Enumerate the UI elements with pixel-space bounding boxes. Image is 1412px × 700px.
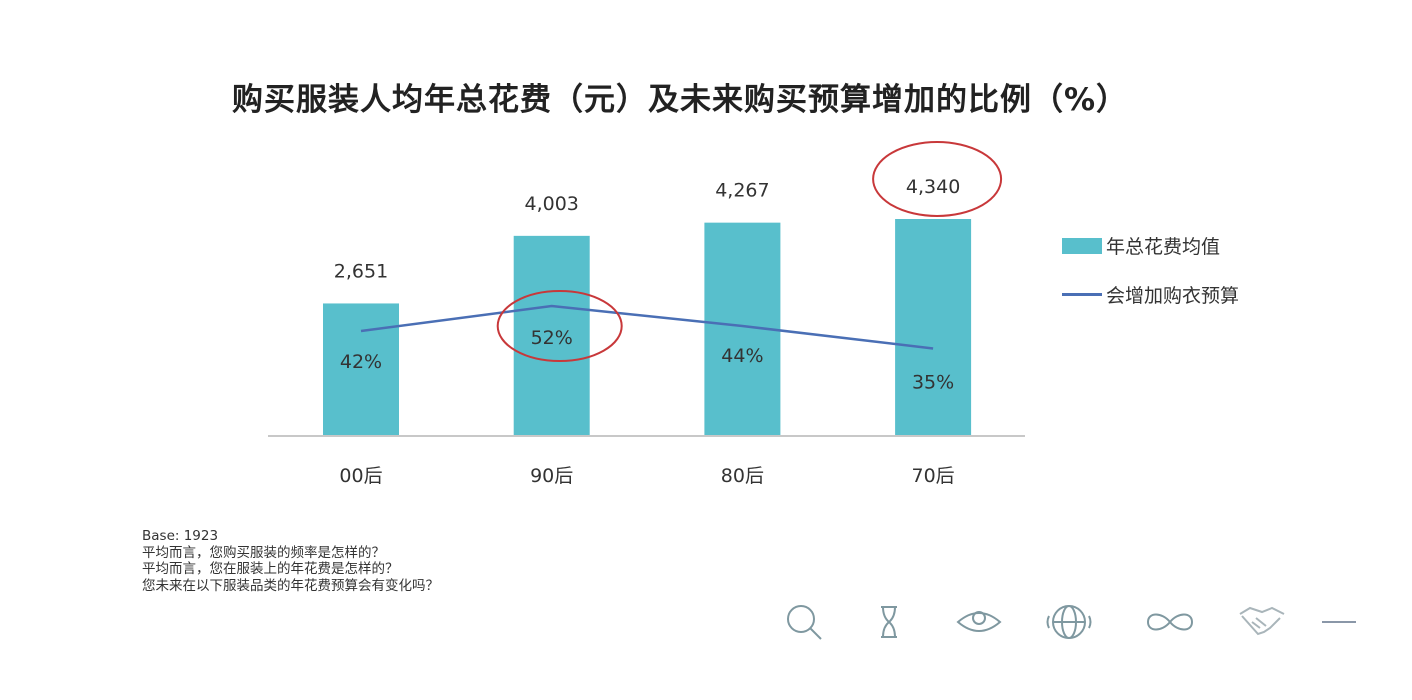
legend-swatch-line [1062,293,1102,296]
line-value-label: 42% [340,351,382,373]
bar-value-label: 4,003 [524,193,578,215]
bar [513,235,590,436]
bar [323,303,399,436]
x-tick-label: 00后 [339,465,382,487]
infinity-icon [1146,613,1194,631]
chart-title: 购买服装人均年总花费（元）及未来购买预算增加的比例（%） [231,82,1129,118]
bar-value-label: 2,651 [334,260,388,282]
legend-item-bar: 年总花费均值 [1062,232,1220,259]
note-line: Base: 1923 [142,528,219,544]
x-tick-label: 70后 [912,465,955,487]
legend-label: 会增加购衣预算 [1106,285,1240,307]
hourglass-icon [881,606,897,638]
bar-value-label: 4,340 [906,176,960,198]
x-tick-label: 90后 [530,465,573,487]
line-value-label: 44% [721,345,763,367]
search-icon [787,605,822,640]
eye-icon [956,611,1002,632]
line-value-label: 52% [531,327,573,349]
x-tick-label: 80后 [721,465,764,487]
highlight-circle [872,141,1003,217]
bar-value-label: 4,267 [715,180,769,202]
legend-label: 年总花费均值 [1106,236,1221,258]
legend-swatch-bar [1062,237,1102,254]
note-line: 您未来在以下服装品类的年花费预算会有变化吗？ [142,577,439,594]
legend-item-line: 会增加购衣预算 [1062,281,1239,308]
globe-icon [1046,605,1092,639]
note-line: 平均而言，您在服装上的年花费是怎样的？ [142,561,399,577]
line-value-label: 35% [912,372,954,394]
bar [895,219,972,436]
highlight-circle [496,290,623,362]
line-series [360,304,934,350]
note-line: 平均而言，您购买服装的频率是怎样的？ [142,544,385,561]
notes: Base: 1923 平均而言，您购买服装的频率是怎样的？ 平均而言，您在服装上… [142,528,439,594]
handshake-icon [1239,606,1285,636]
